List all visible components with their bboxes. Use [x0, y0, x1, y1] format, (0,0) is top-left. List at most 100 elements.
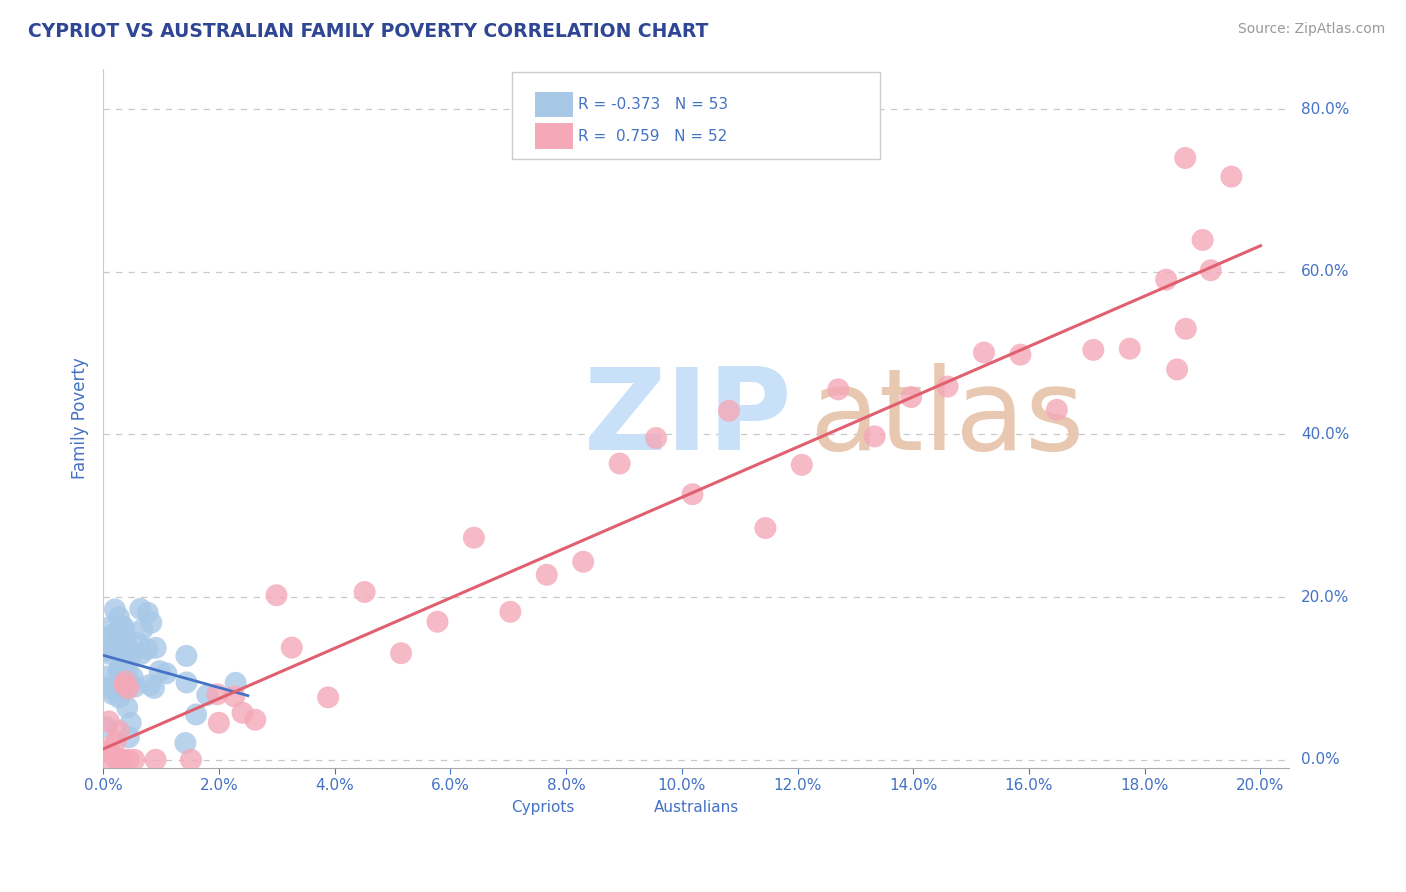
Point [131, 622, 153, 636]
FancyBboxPatch shape [534, 123, 572, 149]
Point [936, 379, 959, 393]
Point [112, 646, 135, 660]
FancyBboxPatch shape [610, 795, 647, 822]
Point [114, 635, 136, 649]
Point [94, 681, 117, 695]
Point [103, 644, 125, 658]
Point [129, 602, 152, 616]
Point [107, 665, 129, 680]
Point [111, 619, 134, 633]
Point [112, 621, 135, 635]
Point [115, 636, 138, 650]
FancyBboxPatch shape [534, 92, 572, 118]
Point [1083, 343, 1105, 357]
Point [101, 687, 124, 701]
Point [94, 669, 117, 683]
Text: atlas: atlas [808, 363, 1084, 474]
Point [827, 383, 849, 397]
Point [174, 736, 197, 750]
Point [103, 627, 125, 641]
Point [900, 390, 922, 404]
Point [145, 640, 167, 655]
Point [973, 345, 995, 359]
Point [117, 663, 139, 677]
Point [104, 602, 127, 616]
Text: Cypriots: Cypriots [512, 800, 575, 815]
Point [145, 753, 167, 767]
Point [104, 734, 127, 748]
Point [131, 647, 153, 661]
Point [108, 663, 131, 677]
Point [97, 631, 120, 645]
Point [97, 714, 120, 729]
Point [224, 690, 246, 704]
Point [184, 707, 207, 722]
Point [682, 487, 704, 501]
Point [1174, 151, 1197, 165]
Point [208, 715, 231, 730]
Point [155, 666, 177, 681]
Point [245, 713, 267, 727]
Point [136, 606, 159, 620]
Text: 20.0%: 20.0% [1302, 590, 1350, 605]
Point [232, 706, 254, 720]
Point [108, 753, 131, 767]
Point [1199, 263, 1222, 277]
Y-axis label: Family Poverty: Family Poverty [72, 358, 89, 479]
Point [207, 687, 229, 701]
Point [1154, 272, 1177, 286]
Point [114, 645, 136, 659]
FancyBboxPatch shape [468, 795, 505, 822]
Point [120, 715, 142, 730]
Point [111, 683, 134, 698]
Text: R = -0.373   N = 53: R = -0.373 N = 53 [578, 97, 728, 112]
Point [790, 458, 813, 472]
Point [94, 720, 117, 734]
FancyBboxPatch shape [512, 72, 880, 160]
Point [111, 641, 134, 656]
Point [97, 741, 120, 756]
Point [195, 688, 218, 702]
Text: Australians: Australians [654, 800, 738, 815]
Point [112, 678, 135, 692]
Point [127, 636, 149, 650]
Point [225, 676, 247, 690]
Text: 0.0%: 0.0% [1302, 752, 1340, 767]
Point [572, 555, 595, 569]
Point [117, 681, 139, 696]
Text: Source: ZipAtlas.com: Source: ZipAtlas.com [1237, 22, 1385, 37]
Point [717, 403, 740, 417]
Point [98, 647, 121, 661]
Point [149, 664, 172, 678]
Point [609, 457, 631, 471]
Point [316, 690, 339, 705]
Point [108, 610, 131, 624]
Point [136, 642, 159, 657]
Point [1220, 169, 1243, 184]
Point [118, 652, 141, 666]
Point [118, 731, 141, 745]
Point [536, 567, 558, 582]
Point [100, 753, 122, 767]
Point [353, 585, 375, 599]
Text: ZIP: ZIP [583, 363, 792, 474]
Point [426, 615, 449, 629]
Point [280, 640, 302, 655]
Point [114, 674, 136, 689]
Point [863, 429, 886, 443]
Point [105, 637, 128, 651]
Point [112, 753, 135, 767]
Point [389, 646, 412, 660]
Point [645, 431, 668, 445]
Point [180, 753, 202, 767]
Point [1119, 342, 1142, 356]
Point [176, 648, 198, 663]
Point [117, 753, 139, 767]
Point [94, 644, 117, 658]
Text: 40.0%: 40.0% [1302, 427, 1350, 442]
Point [1046, 402, 1069, 417]
Point [124, 680, 146, 694]
Text: R =  0.759   N = 52: R = 0.759 N = 52 [578, 128, 727, 144]
Point [108, 662, 131, 676]
Point [108, 690, 131, 705]
